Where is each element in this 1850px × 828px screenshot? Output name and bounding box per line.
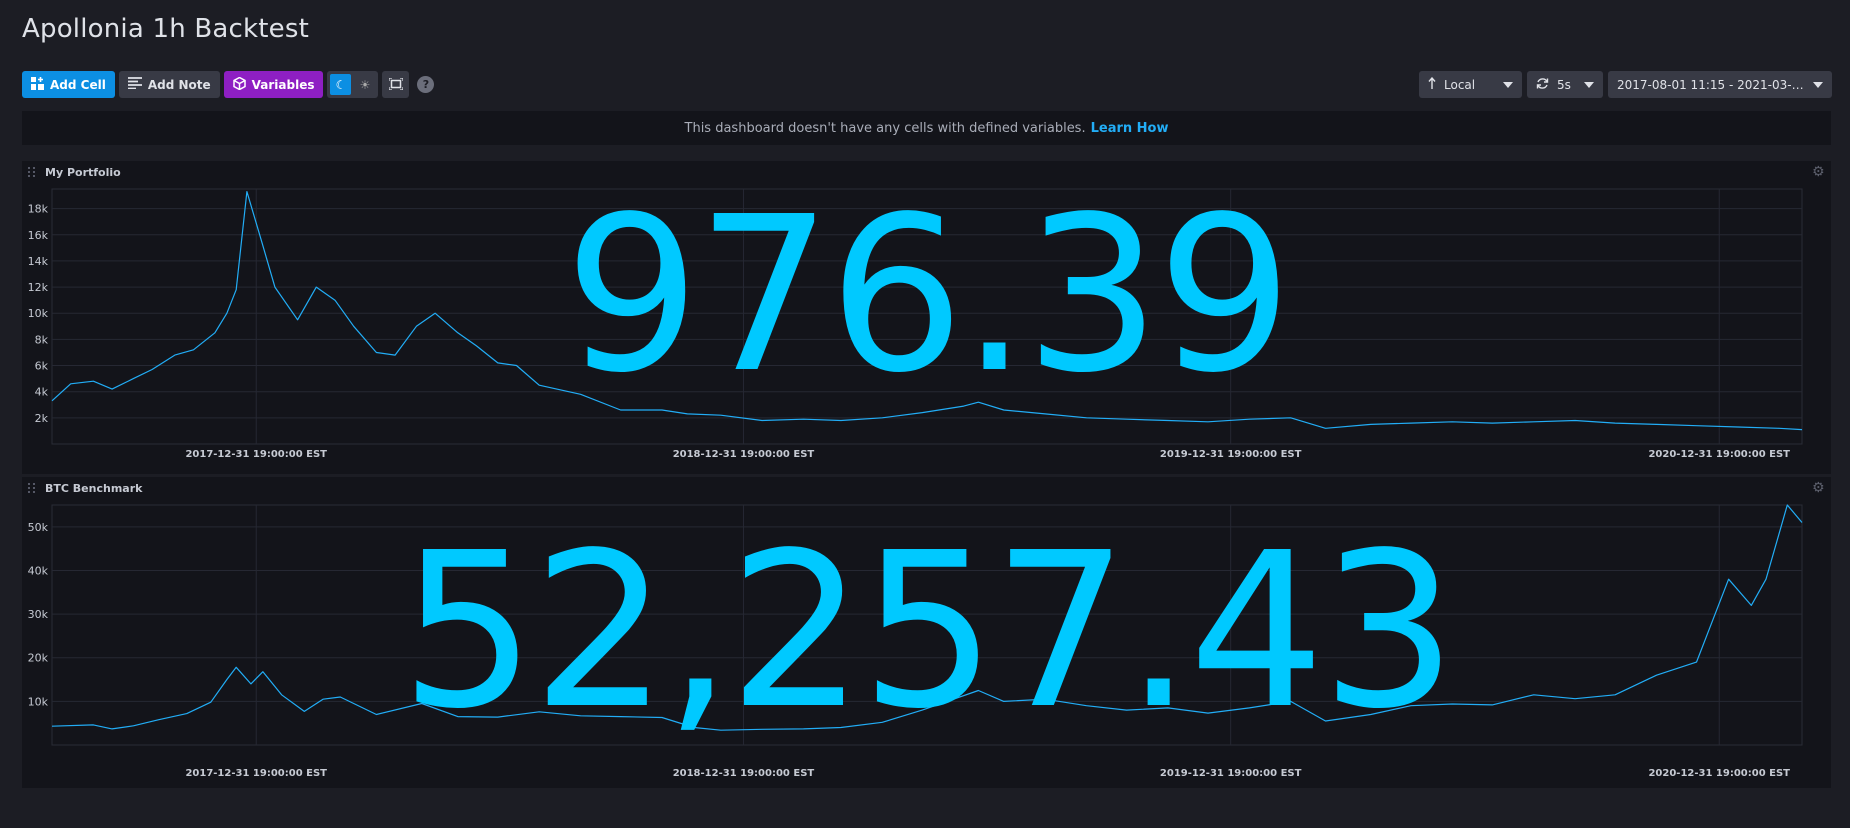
moon-icon[interactable]: ☾ (330, 74, 352, 95)
sun-icon[interactable]: ☀ (359, 77, 371, 92)
gear-icon[interactable]: ⚙ (1812, 480, 1825, 496)
chevron-down-icon (1503, 81, 1513, 88)
theme-toggle[interactable]: ☾ ☀ (327, 71, 379, 98)
fullscreen-icon (388, 75, 404, 94)
variables-label: Variables (251, 77, 315, 92)
portfolio-chart: 2k 4k 6k 8k 10k 12k 14k 16k 18k 2017-12-31 19:00:… (28, 188, 1803, 460)
help-icon[interactable]: ? (417, 76, 435, 93)
refresh-label: 5s (1557, 77, 1571, 92)
y-tick-label: 16k (28, 229, 49, 242)
timezone-label: Local (1444, 77, 1476, 92)
time-controls: Local 5s 2017-08-01 11:15 - 2021-03-04 1… (1419, 71, 1832, 98)
refresh-icon (1536, 77, 1549, 93)
learn-how-link[interactable]: Learn How (1090, 120, 1169, 136)
y-tick-label: 40k (28, 564, 49, 577)
presentation-mode-button[interactable] (382, 71, 410, 98)
y-tick-label: 8k (35, 333, 49, 346)
cell-header[interactable]: My Portfolio (22, 161, 1831, 183)
variables-button[interactable]: Variables (223, 71, 324, 98)
note-icon (127, 77, 142, 92)
timezone-icon (1428, 76, 1436, 92)
portfolio-cell: 2k 4k 6k 8k 10k 12k 14k 16k 18k 2017-12-31 19:00:… (22, 161, 1831, 474)
y-tick-label: 10k (28, 695, 49, 708)
benchmark-cell: 10k 20k 30k 40k 50k 2017-12-31 19:00:00 EST 20… (22, 477, 1831, 788)
drag-handle-icon[interactable] (28, 167, 38, 177)
drag-handle-icon[interactable] (28, 483, 38, 493)
timezone-dropdown[interactable]: Local (1419, 71, 1522, 98)
dashboard-title: Apollonia 1h Backtest (22, 14, 309, 44)
x-tick-label: 2017-12-31 19:00:00 EST (185, 768, 327, 779)
benchmark-chart: 10k 20k 30k 40k 50k 2017-12-31 19:00:00 EST 20… (28, 504, 1803, 779)
dashboard-toolbar: Add Cell Add Note Variables ☾ ☀ ? (22, 71, 435, 98)
add-cell-button[interactable]: Add Cell (22, 71, 115, 98)
x-tick-label: 2020-12-31 19:00:00 EST (1648, 768, 1790, 779)
time-range-dropdown[interactable]: 2017-08-01 11:15 - 2021-03-04 1... (1608, 71, 1832, 98)
y-tick-label: 30k (28, 608, 49, 621)
auto-refresh-dropdown[interactable]: 5s (1527, 71, 1603, 98)
time-range-label: 2017-08-01 11:15 - 2021-03-04 1... (1617, 77, 1805, 92)
chevron-down-icon (1813, 81, 1823, 88)
y-tick-label: 12k (28, 281, 49, 294)
chevron-down-icon (1584, 81, 1594, 88)
x-tick-label: 2019-12-31 19:00:00 EST (1160, 768, 1302, 779)
y-tick-label: 50k (28, 521, 49, 534)
cell-header[interactable]: BTC Benchmark (22, 477, 1831, 499)
gear-icon[interactable]: ⚙ (1812, 164, 1825, 180)
y-tick-label: 14k (28, 255, 49, 268)
x-tick-label: 2020-12-31 19:00:00 EST (1648, 449, 1790, 460)
x-tick-label: 2019-12-31 19:00:00 EST (1160, 449, 1302, 460)
add-note-label: Add Note (147, 77, 211, 92)
cell-title: BTC Benchmark (45, 481, 143, 495)
add-note-button[interactable]: Add Note (118, 71, 220, 98)
x-tick-label: 2018-12-31 19:00:00 EST (673, 449, 815, 460)
add-cell-icon (31, 76, 44, 93)
y-tick-label: 4k (35, 386, 49, 399)
x-tick-label: 2017-12-31 19:00:00 EST (185, 449, 327, 460)
variables-notice: This dashboard doesn't have any cells wi… (22, 111, 1831, 145)
series-line (51, 504, 1803, 731)
y-tick-label: 2k (35, 412, 49, 425)
notice-text: This dashboard doesn't have any cells wi… (684, 120, 1086, 136)
x-tick-label: 2018-12-31 19:00:00 EST (673, 768, 815, 779)
y-tick-label: 20k (28, 652, 49, 665)
y-tick-label: 10k (28, 307, 49, 320)
plot-area (51, 504, 1803, 746)
cell-title: My Portfolio (45, 165, 121, 179)
y-tick-label: 18k (28, 203, 49, 216)
add-cell-label: Add Cell (50, 77, 106, 92)
plot-area (51, 188, 1803, 445)
cube-icon (232, 76, 246, 93)
series-line (51, 191, 1803, 431)
y-tick-label: 6k (35, 360, 49, 373)
